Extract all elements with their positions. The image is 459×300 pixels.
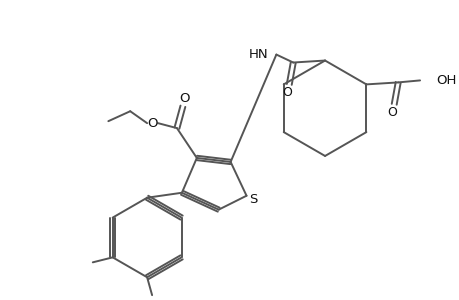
Text: O: O — [386, 106, 396, 119]
Text: OH: OH — [435, 74, 455, 87]
Text: O: O — [146, 117, 157, 130]
Text: O: O — [179, 92, 190, 105]
Text: O: O — [282, 86, 291, 99]
Text: HN: HN — [248, 48, 268, 61]
Text: S: S — [249, 193, 257, 206]
